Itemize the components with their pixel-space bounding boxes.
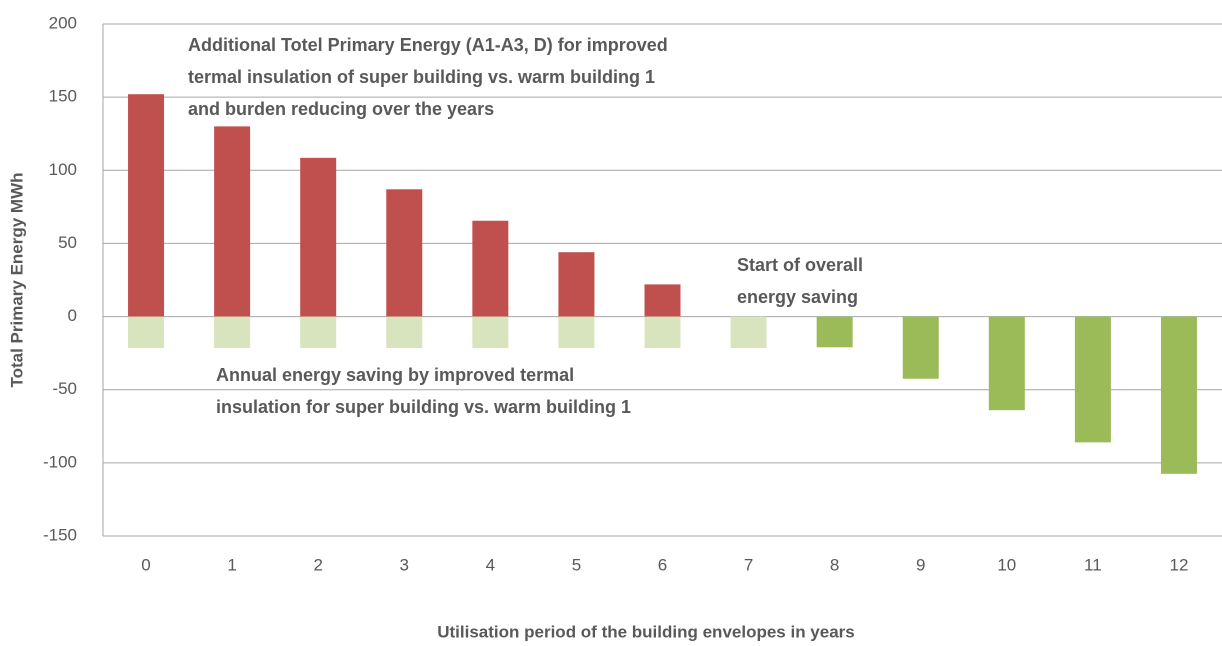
y-tick-label: -150	[43, 525, 77, 544]
y-tick-label: -50	[52, 379, 77, 398]
bar	[128, 316, 165, 349]
bar	[128, 94, 165, 317]
annotation: Additional Totel Primary Energy (A1-A3, …	[188, 35, 668, 55]
annotation: and burden reducing over the years	[188, 99, 494, 119]
x-tick-label: 11	[1084, 555, 1102, 574]
bar	[730, 316, 767, 349]
annotation: termal insulation of super building vs. …	[188, 67, 655, 87]
bar	[644, 316, 681, 349]
bar	[558, 252, 595, 317]
bar	[1160, 316, 1197, 474]
x-tick-label: 3	[400, 555, 409, 574]
annotation: Annual energy saving by improved termal	[216, 365, 574, 385]
x-tick-label: 10	[997, 555, 1016, 574]
y-tick-label: -100	[43, 452, 77, 471]
bar	[558, 316, 595, 349]
x-tick-label: 12	[1170, 555, 1189, 574]
bar	[472, 220, 509, 317]
y-tick-label: 50	[58, 233, 77, 252]
bar	[214, 126, 251, 317]
y-axis-label: Total Primary Energy MWh	[7, 172, 26, 387]
x-tick-label: 2	[313, 555, 322, 574]
y-tick-label: 150	[49, 87, 77, 106]
y-tick-label: 100	[49, 160, 77, 179]
x-tick-label: 1	[227, 555, 236, 574]
x-tick-label: 6	[658, 555, 667, 574]
bar	[472, 316, 509, 349]
x-tick-label: 4	[486, 555, 495, 574]
y-tick-label: 0	[68, 306, 77, 325]
x-tick-label: 0	[141, 555, 150, 574]
annotation: energy saving	[737, 287, 858, 307]
bar	[386, 189, 423, 317]
bar	[386, 316, 423, 349]
x-tick-label: 8	[830, 555, 839, 574]
bar	[214, 316, 251, 349]
bar	[300, 316, 337, 349]
annotation: insulation for super building vs. warm b…	[216, 397, 631, 417]
annotation: Start of overall	[737, 255, 863, 275]
x-axis-label: Utilisation period of the building envel…	[437, 622, 855, 641]
x-tick-label: 5	[572, 555, 581, 574]
bar	[902, 316, 939, 379]
bar	[300, 157, 337, 317]
bar	[644, 284, 681, 317]
bar	[988, 316, 1025, 411]
bar	[816, 316, 853, 348]
x-tick-label: 9	[916, 555, 925, 574]
x-tick-label: 7	[744, 555, 753, 574]
bar	[1074, 316, 1111, 443]
y-tick-label: 200	[49, 13, 77, 32]
